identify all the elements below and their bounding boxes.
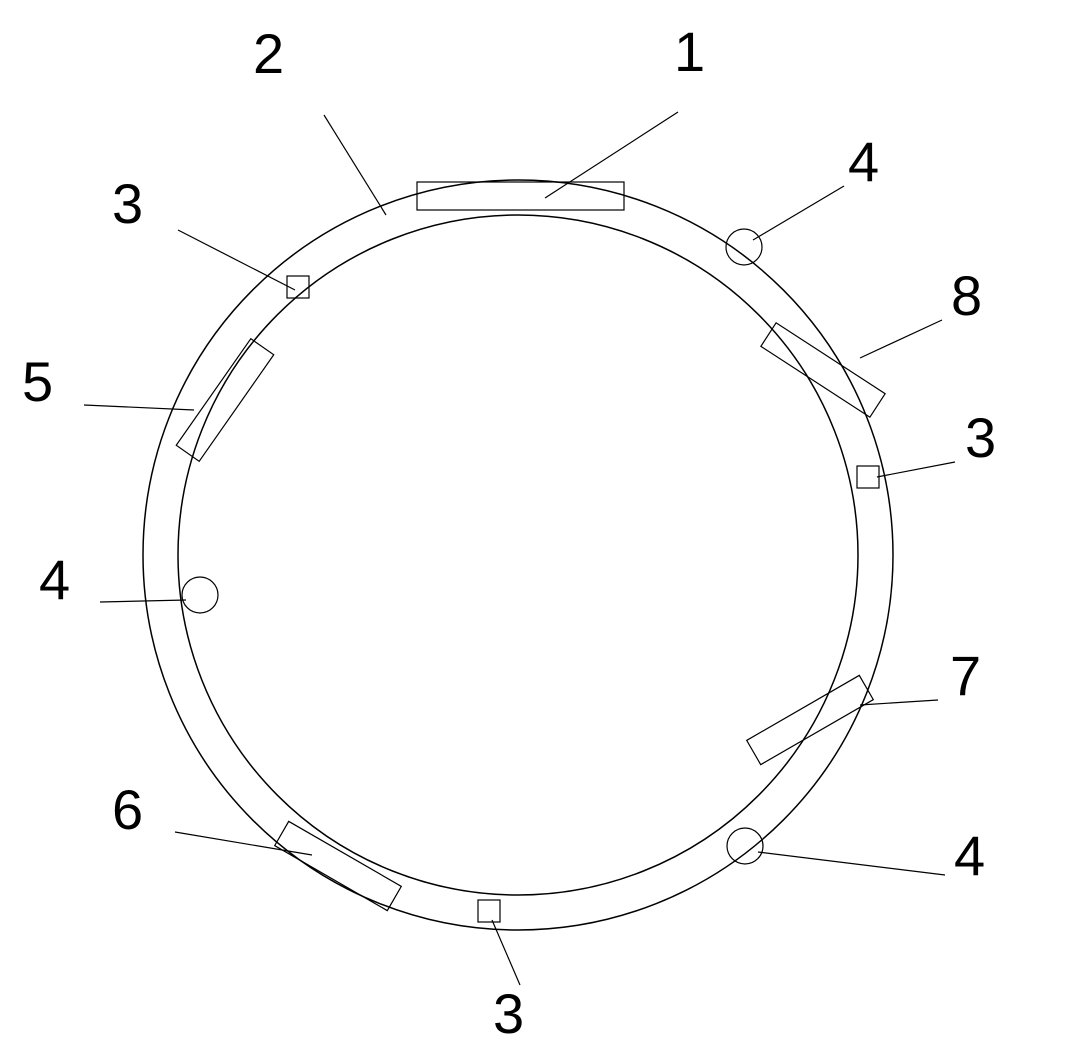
leader-3a — [178, 230, 295, 290]
label-4c: 4 — [954, 828, 985, 884]
label-2: 2 — [253, 26, 284, 82]
leader-6 — [175, 832, 312, 855]
leader-5 — [84, 405, 194, 410]
inner-ring — [178, 215, 858, 895]
outer-ring — [143, 180, 893, 930]
component-4b-circle — [182, 577, 218, 613]
component-5-slot — [176, 339, 274, 462]
leader-1 — [545, 112, 678, 198]
diagram-canvas: 1 2 3 3 3 4 4 4 5 6 7 8 — [0, 0, 1081, 1055]
component-3c-square — [478, 900, 500, 922]
label-1: 1 — [674, 24, 705, 80]
label-5: 5 — [22, 354, 53, 410]
label-6: 6 — [112, 782, 143, 838]
label-8: 8 — [951, 268, 982, 324]
leader-4c — [758, 852, 945, 875]
label-4a: 4 — [848, 134, 879, 190]
component-3b-square — [857, 466, 879, 488]
leader-4b — [100, 600, 186, 602]
component-4c-circle — [727, 828, 763, 864]
label-4b: 4 — [39, 552, 70, 608]
label-3a: 3 — [112, 176, 143, 232]
label-7: 7 — [950, 648, 981, 704]
leader-3b — [877, 462, 955, 477]
diagram-svg — [0, 0, 1081, 1055]
leader-2 — [324, 115, 386, 215]
leader-8 — [860, 320, 942, 358]
label-3b: 3 — [965, 410, 996, 466]
leader-4a — [753, 186, 844, 240]
label-3c: 3 — [493, 986, 524, 1042]
